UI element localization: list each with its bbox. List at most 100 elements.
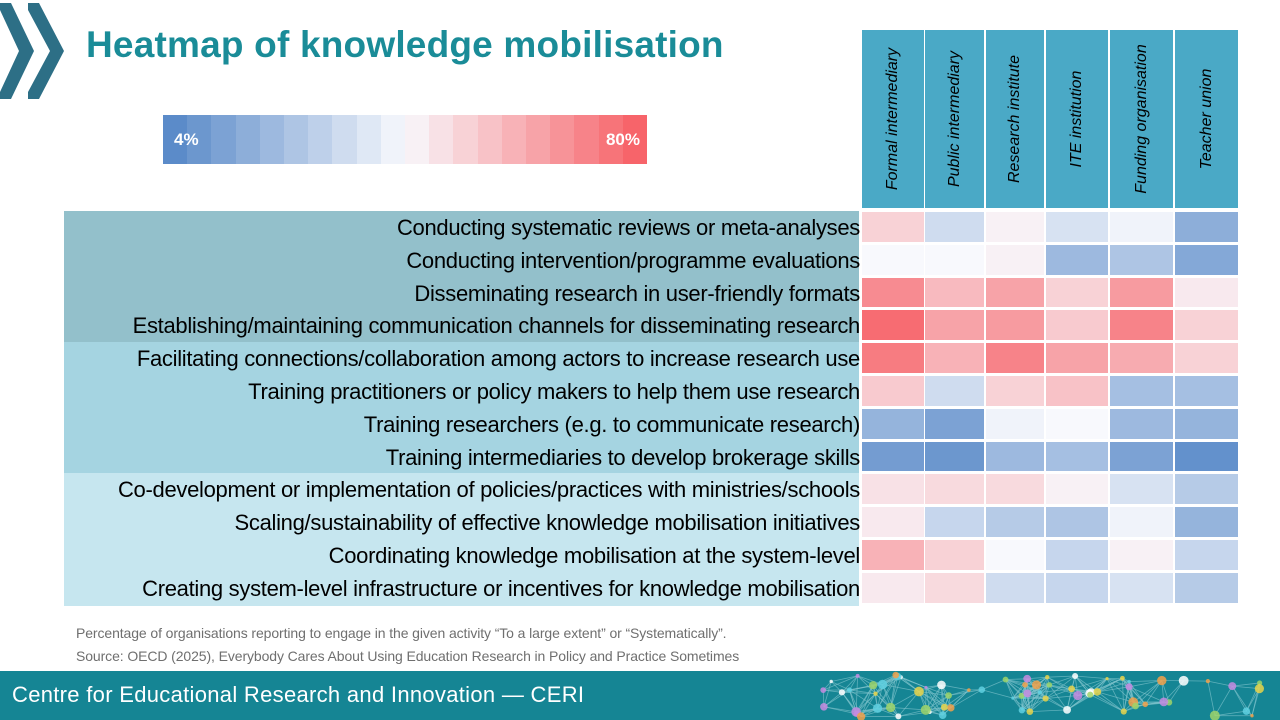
- row-label: Establishing/maintaining communication c…: [132, 313, 861, 339]
- network-node: [1228, 682, 1237, 691]
- heatmap-cell: [986, 376, 1044, 406]
- heatmap-cell: [1175, 540, 1238, 570]
- heatmap-cell: [862, 572, 924, 603]
- network-node: [978, 686, 986, 694]
- network-link: [950, 689, 982, 709]
- network-link: [849, 689, 876, 695]
- network-node: [1242, 707, 1251, 715]
- network-link: [877, 674, 897, 709]
- legend-swatch: [308, 115, 333, 164]
- heatmap-cell: [986, 474, 1044, 505]
- heatmap-cell: [862, 408, 924, 439]
- network-link: [849, 675, 858, 691]
- network-link: [882, 684, 920, 692]
- heatmap-cell: [925, 540, 984, 570]
- network-node: [1205, 679, 1210, 684]
- network-link: [1029, 698, 1046, 712]
- network-node: [1018, 692, 1025, 699]
- chevron-shape-1: [0, 3, 34, 99]
- network-node: [945, 692, 952, 699]
- network-node: [1018, 707, 1026, 714]
- row-label: Conducting systematic reviews or meta-an…: [396, 215, 860, 240]
- column-header: Public intermediary: [925, 30, 984, 208]
- network-node: [1042, 695, 1049, 702]
- heatmap-cell: [925, 244, 984, 275]
- heatmap-cell: [862, 343, 924, 373]
- heatmap-cell: [925, 277, 984, 308]
- row-label: Facilitating connections/collaboration a…: [136, 346, 860, 372]
- network-node: [937, 680, 946, 690]
- heatmap-cell: [1175, 474, 1238, 505]
- network-link: [1047, 676, 1078, 696]
- network-node: [1087, 691, 1094, 698]
- heatmap-cell: [862, 212, 924, 242]
- column-header-label: Teacher union: [1197, 68, 1215, 170]
- network-link: [944, 689, 970, 708]
- row-label: Disseminating research in user-friendly …: [414, 280, 860, 306]
- network-node: [1063, 705, 1071, 714]
- heatmap-cell: [1046, 343, 1108, 373]
- row-label: Creating system-level infrastructure or …: [142, 575, 860, 601]
- network-link: [841, 691, 876, 695]
- legend-swatch: [235, 115, 260, 164]
- network-link: [1039, 692, 1068, 711]
- network-node: [1002, 676, 1009, 683]
- network-link: [948, 689, 969, 696]
- network-link: [1075, 675, 1108, 680]
- heatmap-cell: [925, 310, 984, 341]
- heatmap-cell: [986, 277, 1044, 308]
- network-link: [1214, 685, 1233, 716]
- chevron-shape-2: [28, 3, 64, 99]
- network-link: [1106, 678, 1130, 683]
- heatmap-cell: [1110, 376, 1173, 406]
- network-node: [1068, 685, 1076, 693]
- row-label: Training intermediaries to develop broke…: [385, 444, 861, 470]
- heatmap-cell: [1175, 310, 1238, 341]
- network-node: [967, 688, 971, 692]
- network-link: [831, 675, 858, 682]
- network-link: [1123, 686, 1130, 712]
- network-link: [1071, 678, 1108, 690]
- column-header-label: ITE institution: [1068, 70, 1085, 168]
- column-header: Research institute: [986, 30, 1044, 208]
- network-node: [846, 687, 853, 693]
- network-node: [947, 704, 955, 712]
- network-link: [823, 706, 857, 715]
- color-scale-legend: 4% 80%: [163, 115, 648, 164]
- network-link: [981, 689, 1013, 699]
- network-link: [1012, 697, 1031, 712]
- network-node: [1022, 681, 1028, 688]
- network-node: [892, 671, 900, 679]
- network-link: [1024, 684, 1046, 699]
- heatmap-cell: [925, 507, 984, 537]
- oecd-chevron-logo: [0, 3, 64, 99]
- heatmap-cell: [862, 540, 924, 570]
- network-link: [1106, 678, 1134, 703]
- network-link: [1005, 679, 1028, 694]
- row-label: Training researchers (e.g. to communicat…: [363, 411, 861, 437]
- network-link: [1207, 681, 1216, 716]
- network-link: [823, 689, 850, 708]
- heatmap-cell: [1110, 441, 1173, 472]
- network-node: [885, 702, 896, 713]
- column-header: Teacher union: [1175, 30, 1238, 208]
- network-link: [890, 707, 926, 711]
- network-link: [1214, 710, 1247, 717]
- network-node: [1023, 689, 1032, 698]
- heatmap-cell: [1175, 343, 1238, 373]
- network-node: [869, 681, 878, 690]
- network-link: [1039, 688, 1072, 693]
- network-link: [1097, 686, 1130, 693]
- network-link: [941, 684, 969, 691]
- network-link: [1047, 675, 1076, 678]
- row-group-band: [64, 342, 859, 475]
- network-link: [1066, 694, 1091, 711]
- column-header-label: Public intermediary: [945, 50, 963, 188]
- heatmap-cell: [1110, 244, 1173, 275]
- heatmap-cell: [862, 441, 924, 472]
- network-link: [849, 689, 878, 709]
- network-node: [1026, 708, 1034, 715]
- network-node: [924, 685, 928, 690]
- heatmap-cell: [1175, 441, 1238, 472]
- network-node: [1178, 675, 1189, 686]
